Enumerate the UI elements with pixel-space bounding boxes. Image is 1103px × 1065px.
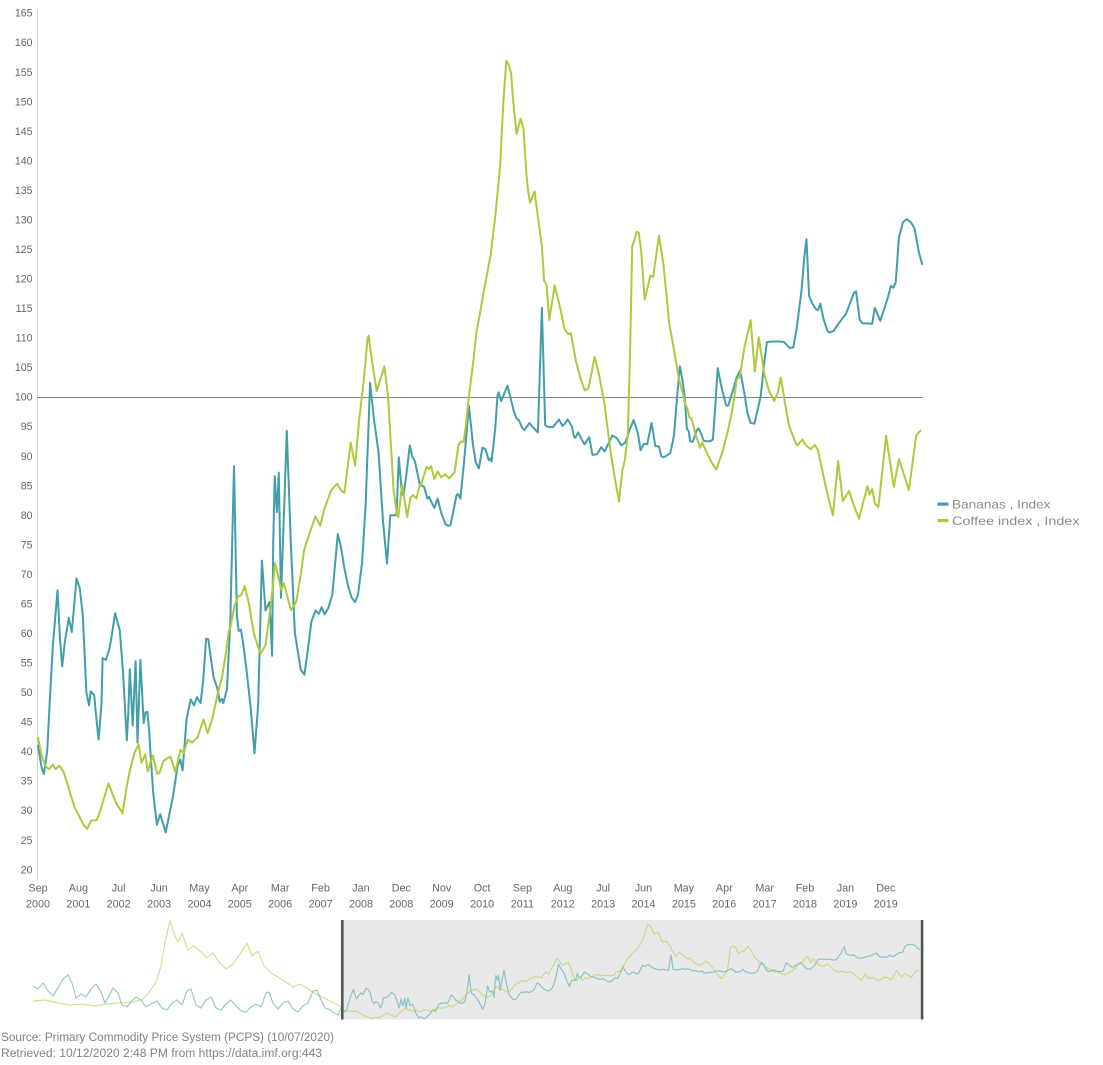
svg-text:155: 155: [15, 67, 33, 79]
svg-text:100: 100: [15, 392, 33, 404]
svg-text:25: 25: [21, 835, 33, 847]
svg-text:135: 135: [15, 185, 33, 197]
svg-text:65: 65: [21, 599, 33, 611]
svg-text:Aug: Aug: [69, 883, 88, 895]
svg-text:Apr: Apr: [716, 883, 733, 895]
svg-text:Jul: Jul: [596, 883, 610, 895]
svg-text:2014: 2014: [631, 899, 655, 911]
svg-text:130: 130: [15, 215, 33, 227]
svg-text:45: 45: [21, 717, 33, 729]
svg-text:95: 95: [21, 421, 33, 433]
svg-text:2019: 2019: [833, 899, 857, 911]
svg-text:70: 70: [21, 569, 33, 581]
svg-text:80: 80: [21, 510, 33, 522]
svg-text:2019: 2019: [874, 899, 898, 911]
svg-text:125: 125: [15, 244, 33, 256]
svg-text:40: 40: [21, 746, 33, 758]
svg-text:2005: 2005: [228, 899, 252, 911]
svg-text:85: 85: [21, 480, 33, 492]
svg-text:2004: 2004: [187, 899, 211, 911]
svg-text:105: 105: [15, 362, 33, 374]
svg-text:50: 50: [21, 687, 33, 699]
svg-text:Feb: Feb: [796, 883, 815, 895]
svg-text:Jul: Jul: [112, 883, 126, 895]
svg-text:165: 165: [15, 8, 33, 20]
svg-text:2000: 2000: [26, 899, 50, 911]
svg-text:Jun: Jun: [150, 883, 167, 895]
svg-text:Jan: Jan: [837, 883, 854, 895]
svg-text:2017: 2017: [753, 899, 777, 911]
svg-text:Retrieved: 10/12/2020 2:48 PM: Retrieved: 10/12/2020 2:48 PM from https…: [1, 1046, 322, 1060]
svg-text:2010: 2010: [470, 899, 494, 911]
svg-text:75: 75: [21, 539, 33, 551]
svg-text:Mar: Mar: [271, 883, 290, 895]
svg-text:2008: 2008: [389, 899, 413, 911]
svg-text:115: 115: [16, 303, 33, 315]
svg-text:20: 20: [21, 864, 33, 876]
svg-text:2015: 2015: [672, 899, 696, 911]
svg-text:2009: 2009: [430, 899, 454, 911]
svg-text:Jun: Jun: [635, 883, 652, 895]
svg-text:90: 90: [21, 451, 33, 463]
svg-text:May: May: [189, 883, 210, 895]
svg-text:110: 110: [16, 333, 33, 345]
svg-text:Sep: Sep: [513, 883, 532, 895]
svg-text:2013: 2013: [591, 899, 615, 911]
svg-text:55: 55: [21, 658, 33, 670]
svg-text:145: 145: [15, 126, 33, 138]
svg-text:Feb: Feb: [311, 883, 330, 895]
svg-text:60: 60: [21, 628, 33, 640]
svg-text:2007: 2007: [309, 899, 333, 911]
svg-text:Dec: Dec: [392, 883, 412, 895]
svg-text:2018: 2018: [793, 899, 817, 911]
svg-text:Dec: Dec: [876, 883, 896, 895]
svg-text:120: 120: [15, 274, 33, 286]
svg-text:Coffee index , Index: Coffee index , Index: [952, 514, 1080, 528]
svg-text:140: 140: [15, 155, 33, 167]
svg-text:160: 160: [15, 37, 33, 49]
svg-text:Jan: Jan: [352, 883, 369, 895]
svg-text:2001: 2001: [66, 899, 90, 911]
svg-text:2011: 2011: [511, 899, 534, 911]
svg-text:2008: 2008: [349, 899, 373, 911]
svg-text:Aug: Aug: [553, 883, 572, 895]
svg-text:2002: 2002: [107, 899, 131, 911]
svg-text:Mar: Mar: [755, 883, 774, 895]
svg-text:150: 150: [15, 96, 33, 108]
svg-text:Apr: Apr: [231, 883, 248, 895]
svg-text:2012: 2012: [551, 899, 575, 911]
svg-text:Sep: Sep: [28, 883, 47, 895]
svg-text:Nov: Nov: [432, 883, 452, 895]
svg-text:30: 30: [21, 805, 33, 817]
svg-text:2016: 2016: [712, 899, 736, 911]
svg-text:Source: Primary Commodity Pric: Source: Primary Commodity Price System (…: [1, 1030, 334, 1044]
svg-text:2006: 2006: [268, 899, 292, 911]
svg-text:Bananas , Index: Bananas , Index: [952, 498, 1051, 512]
svg-text:Oct: Oct: [474, 883, 491, 895]
svg-text:2003: 2003: [147, 899, 171, 911]
svg-text:35: 35: [21, 776, 33, 788]
svg-text:May: May: [674, 883, 695, 895]
